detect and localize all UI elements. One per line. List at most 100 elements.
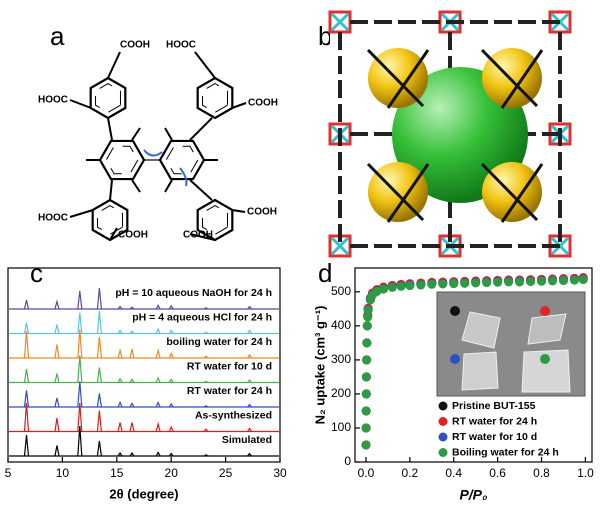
molecule: COOH HOOC HOOC COOH HOOC COOH COOH COOH: [38, 40, 278, 242]
peak: [54, 344, 60, 359]
peak: [129, 451, 135, 457]
legend-label: Boiling water for 24 h: [452, 446, 559, 458]
y-tick-label: 400: [331, 318, 351, 332]
peak: [247, 427, 253, 432]
x-tick-label: 0.4: [445, 466, 462, 480]
data-point: [537, 276, 547, 286]
data-point: [379, 284, 389, 294]
bond: [107, 117, 113, 141]
crystal: [461, 351, 499, 391]
legend-marker: [438, 417, 448, 426]
x-tick-label: 5: [5, 466, 12, 480]
cage: [482, 162, 542, 222]
peak: [77, 355, 83, 383]
y-tick-label: 300: [331, 352, 351, 366]
peak: [155, 421, 161, 432]
peak: [96, 393, 102, 408]
linker: [480, 48, 544, 109]
peak: [168, 329, 174, 334]
data-point: [493, 277, 503, 287]
x-tick-label: 0.0: [358, 466, 375, 480]
bond: [189, 233, 216, 241]
peak: [129, 306, 135, 310]
peak: [129, 330, 135, 334]
data-point: [405, 281, 415, 291]
bond: [164, 127, 173, 141]
ring-inner: [165, 145, 199, 175]
peak: [117, 422, 123, 432]
crystal: [521, 349, 571, 393]
x-axis-label: 2θ (degree): [109, 486, 178, 501]
peak: [247, 379, 252, 383]
peak: [247, 403, 252, 408]
peak: [23, 390, 30, 408]
peak: [129, 378, 135, 383]
panel-letter: a: [50, 21, 65, 51]
plot-frame: [7, 267, 281, 463]
legend-marker: [438, 432, 448, 442]
data-point: [569, 275, 579, 285]
peak: [168, 352, 174, 359]
data-point: [362, 338, 372, 348]
peak: [129, 402, 135, 408]
y-tick-label: 500: [331, 284, 351, 298]
series-label: Simulated: [222, 434, 272, 446]
linker: [480, 162, 544, 223]
peak: [155, 376, 161, 383]
x-tick-label: 25: [219, 466, 233, 480]
peak: [96, 410, 102, 432]
x-axis-label: P/P₀: [459, 487, 488, 503]
inset-dot: [450, 306, 460, 316]
x-tick-label: 30: [273, 466, 287, 480]
y-tick-label: 100: [331, 420, 351, 434]
bond: [109, 179, 113, 201]
data-point: [578, 275, 588, 285]
linker: [366, 48, 430, 109]
series-label: As-synthesized: [195, 409, 272, 421]
data-point: [416, 280, 426, 290]
peak: [247, 329, 253, 334]
plot-frame: [354, 267, 593, 463]
legend-label: Pristine BUT-155: [452, 400, 536, 412]
peak: [247, 452, 252, 457]
peak: [155, 401, 161, 408]
bond: [109, 227, 118, 241]
data-point: [558, 276, 568, 286]
data-point: [504, 277, 514, 287]
peak: [117, 401, 123, 408]
peak: [54, 299, 60, 310]
inset-dot: [540, 354, 550, 364]
data-point: [526, 277, 536, 287]
bond: [107, 51, 121, 79]
data-point: [361, 406, 371, 416]
data-point: [460, 278, 470, 288]
peak: [96, 287, 102, 310]
data-point: [362, 321, 372, 331]
group-label: COOH: [248, 98, 278, 109]
peak: [23, 402, 30, 432]
bond: [194, 51, 216, 79]
inset-dot: [540, 306, 550, 316]
crystal-structure: [328, 10, 592, 258]
x-tick-label: 10: [56, 466, 70, 480]
data-point: [427, 279, 437, 289]
peak: [117, 377, 123, 383]
group-label: COOH: [183, 230, 213, 241]
peak: [117, 329, 123, 334]
peak: [54, 397, 60, 408]
peak: [23, 330, 30, 359]
x-tick-label: 0.6: [489, 466, 506, 480]
data-point: [363, 305, 373, 315]
legend-label: RT water for 24 h: [452, 415, 537, 427]
linker: [366, 162, 430, 223]
bond: [131, 127, 141, 141]
peak: [129, 422, 135, 432]
peak: [203, 428, 209, 432]
peak: [247, 305, 252, 310]
peak: [168, 425, 174, 432]
data-point: [449, 279, 459, 289]
cage: [368, 162, 428, 222]
panel-letter: d: [318, 258, 332, 288]
peak: [203, 380, 209, 384]
